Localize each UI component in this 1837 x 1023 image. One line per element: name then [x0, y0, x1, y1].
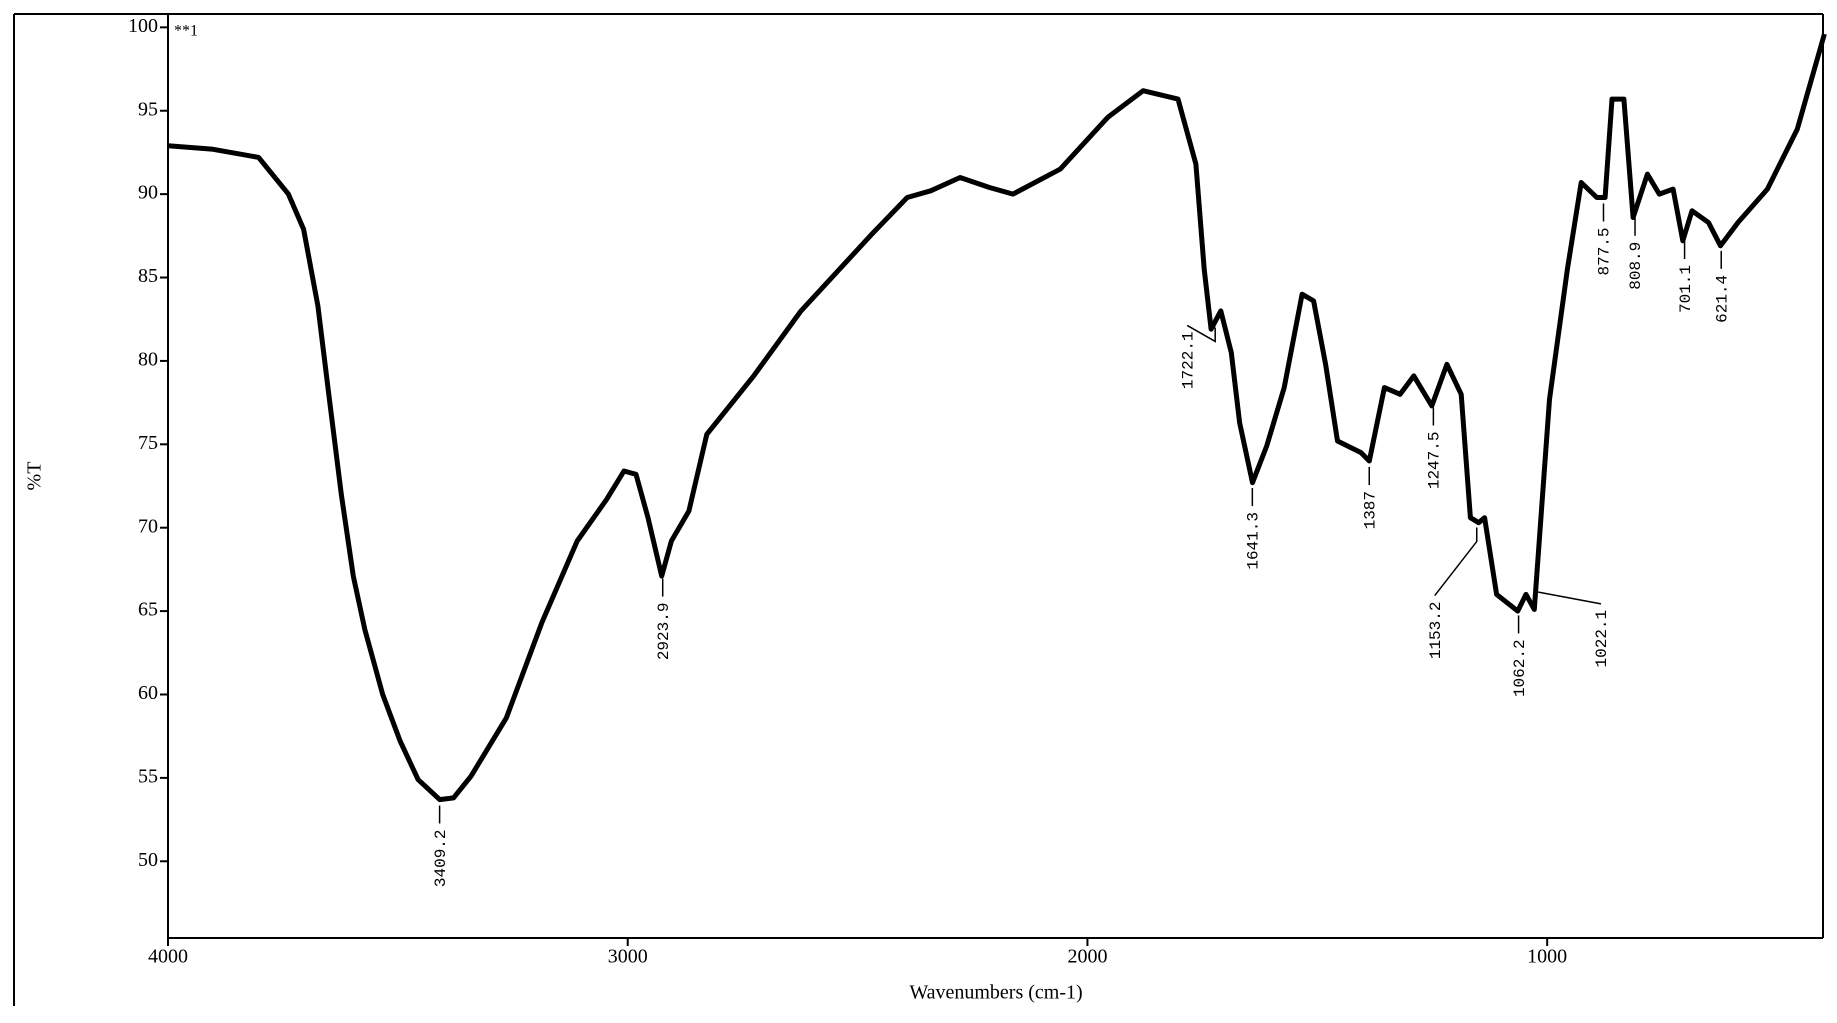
y-tick-label: 95: [138, 98, 158, 120]
peak-label: 621.4: [1713, 275, 1731, 323]
peak-leader: [1536, 577, 1602, 605]
peak-leader: [1186, 324, 1216, 343]
peak-label: 1062.2: [1511, 639, 1529, 697]
y-tick-label: 80: [138, 349, 158, 371]
y-tick-label: 70: [138, 515, 158, 537]
peak-label: 1153.2: [1427, 602, 1445, 660]
peak-label: 1387: [1361, 491, 1379, 529]
peak-leader: [1434, 527, 1478, 596]
x-tick-label: 3000: [608, 946, 648, 968]
peak-label: 1641.3: [1245, 512, 1263, 570]
peak-label: 2923.9: [655, 603, 673, 661]
y-tick-label: 75: [138, 432, 158, 454]
peak-label: 808.9: [1627, 242, 1645, 290]
y-tick-label: 90: [138, 182, 158, 204]
peak-label: 701.1: [1677, 265, 1695, 313]
x-tick-label: 1000: [1527, 946, 1567, 968]
x-tick-label: 4000: [148, 946, 188, 968]
y-axis-label: %T: [24, 462, 46, 491]
y-tick-label: 55: [138, 765, 158, 787]
x-axis-label: Wavenumbers (cm-1): [909, 982, 1082, 1004]
spectrum-line: [167, 33, 1827, 803]
peak-label: 1022.1: [1593, 610, 1611, 668]
chart-title: **1: [174, 23, 198, 40]
peak-label: 877.5: [1596, 227, 1614, 275]
peak-label: 1722.1: [1179, 331, 1197, 389]
y-tick-label: 85: [138, 265, 158, 287]
x-tick-label: 2000: [1067, 946, 1107, 968]
peak-label: 1247.5: [1426, 432, 1444, 490]
peak-label: 3409.2: [432, 829, 450, 887]
y-tick-label: 65: [138, 599, 158, 621]
y-tick-label: 60: [138, 682, 158, 704]
y-tick-label: 100: [128, 15, 158, 37]
y-tick-label: 50: [138, 849, 158, 871]
